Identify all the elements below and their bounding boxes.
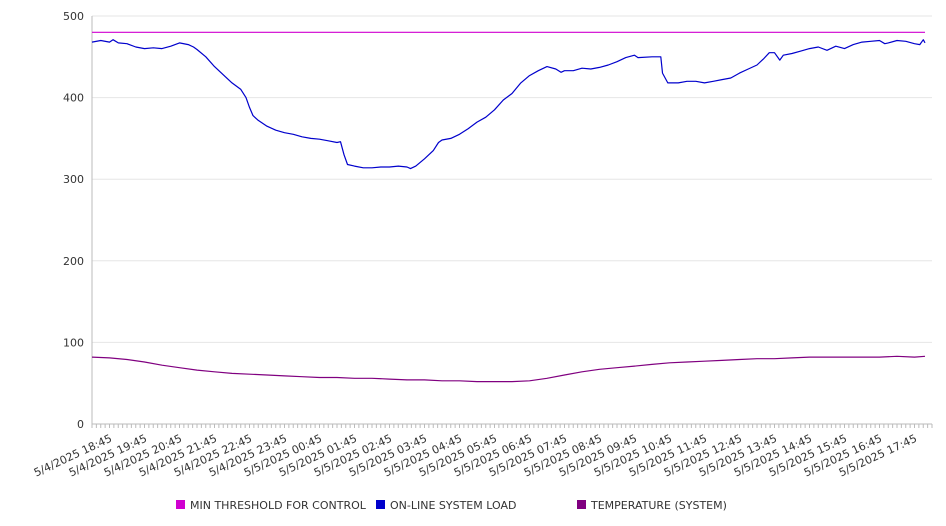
y-tick-label-100: 100 <box>63 336 84 349</box>
legend-label: TEMPERATURE (SYSTEM) <box>590 499 727 512</box>
x-axis-ticks: 5/4/2025 18:455/4/2025 19:455/4/2025 20:… <box>32 432 919 480</box>
gridlines <box>92 15 932 343</box>
y-tick-label-300: 300 <box>63 173 84 186</box>
legend-swatch <box>577 500 586 509</box>
series-line-2 <box>91 39 926 170</box>
legend-entry-3: TEMPERATURE (SYSTEM) <box>577 499 727 512</box>
legend-label: MIN THRESHOLD FOR CONTROL <box>190 499 367 512</box>
axes <box>91 16 933 428</box>
legend-label: ON-LINE SYSTEM LOAD <box>390 499 516 512</box>
y-tick-label-0: 0 <box>77 418 84 431</box>
y-tick-label-400: 400 <box>63 92 84 105</box>
y-axis-ticks: 0 100 200 300 400 500 <box>63 10 84 431</box>
y-tick-label-500: 500 <box>63 10 84 23</box>
series-lines <box>91 31 926 383</box>
y-tick-label-200: 200 <box>63 255 84 268</box>
legend: MIN THRESHOLD FOR CONTROL ON-LINE SYSTEM … <box>176 499 727 512</box>
legend-entry-2: ON-LINE SYSTEM LOAD <box>376 499 516 512</box>
series-line-3 <box>91 355 926 383</box>
legend-swatch <box>176 500 185 509</box>
legend-entry-1: MIN THRESHOLD FOR CONTROL <box>176 499 367 512</box>
legend-swatch <box>376 500 385 509</box>
